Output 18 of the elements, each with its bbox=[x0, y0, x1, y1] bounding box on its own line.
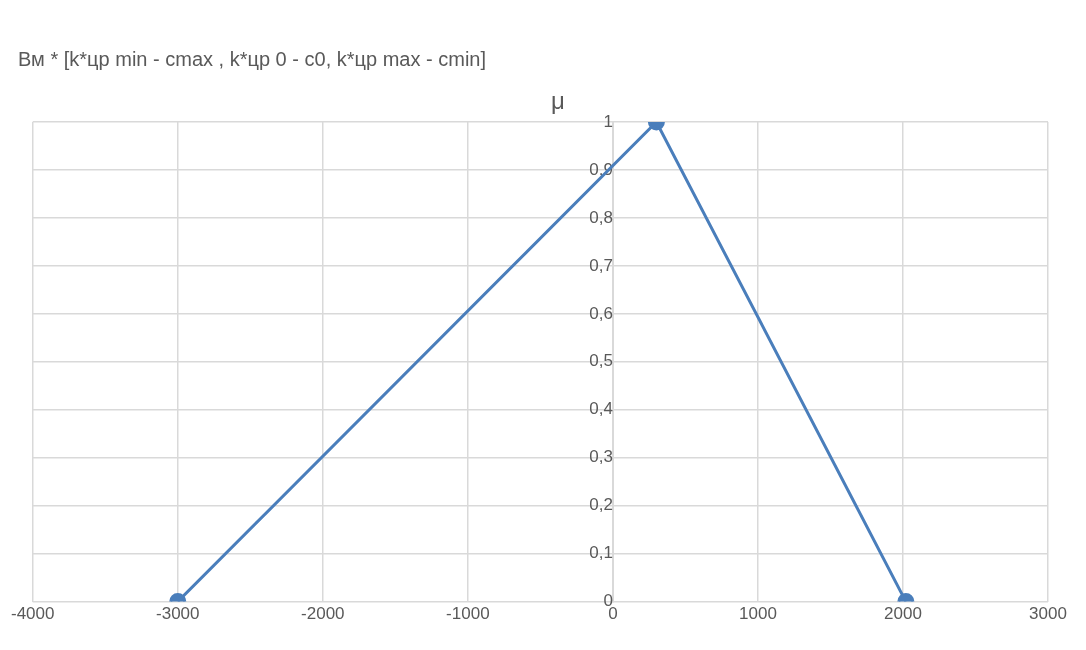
x-tick-label: -4000 bbox=[11, 604, 55, 624]
y-tick-label: 1 bbox=[603, 111, 613, 131]
x-tick-label: -2000 bbox=[301, 604, 345, 624]
y-tick-label: 0,8 bbox=[589, 207, 613, 227]
y-tick-label: 0,3 bbox=[589, 447, 613, 467]
chart-title: Вм * [k*цр min - cmax , k*цр 0 - c0, k*цр max - cmin] bbox=[18, 47, 486, 70]
y-tick-label: 0,5 bbox=[589, 351, 613, 371]
y-tick-label: 0,2 bbox=[589, 495, 613, 515]
x-tick-label: -3000 bbox=[156, 604, 200, 624]
y-tick-label: 0,1 bbox=[589, 543, 613, 563]
x-tick-label: 2000 bbox=[884, 604, 922, 624]
x-tick-label: 3000 bbox=[1029, 604, 1067, 624]
y-tick-label: 0,6 bbox=[589, 303, 613, 323]
x-tick-label: 1000 bbox=[739, 604, 777, 624]
x-tick-label: -1000 bbox=[446, 604, 490, 624]
y-tick-label: 0,4 bbox=[589, 399, 613, 419]
y-tick-label: 0,7 bbox=[589, 255, 613, 275]
y-axis-title: μ bbox=[550, 86, 565, 114]
